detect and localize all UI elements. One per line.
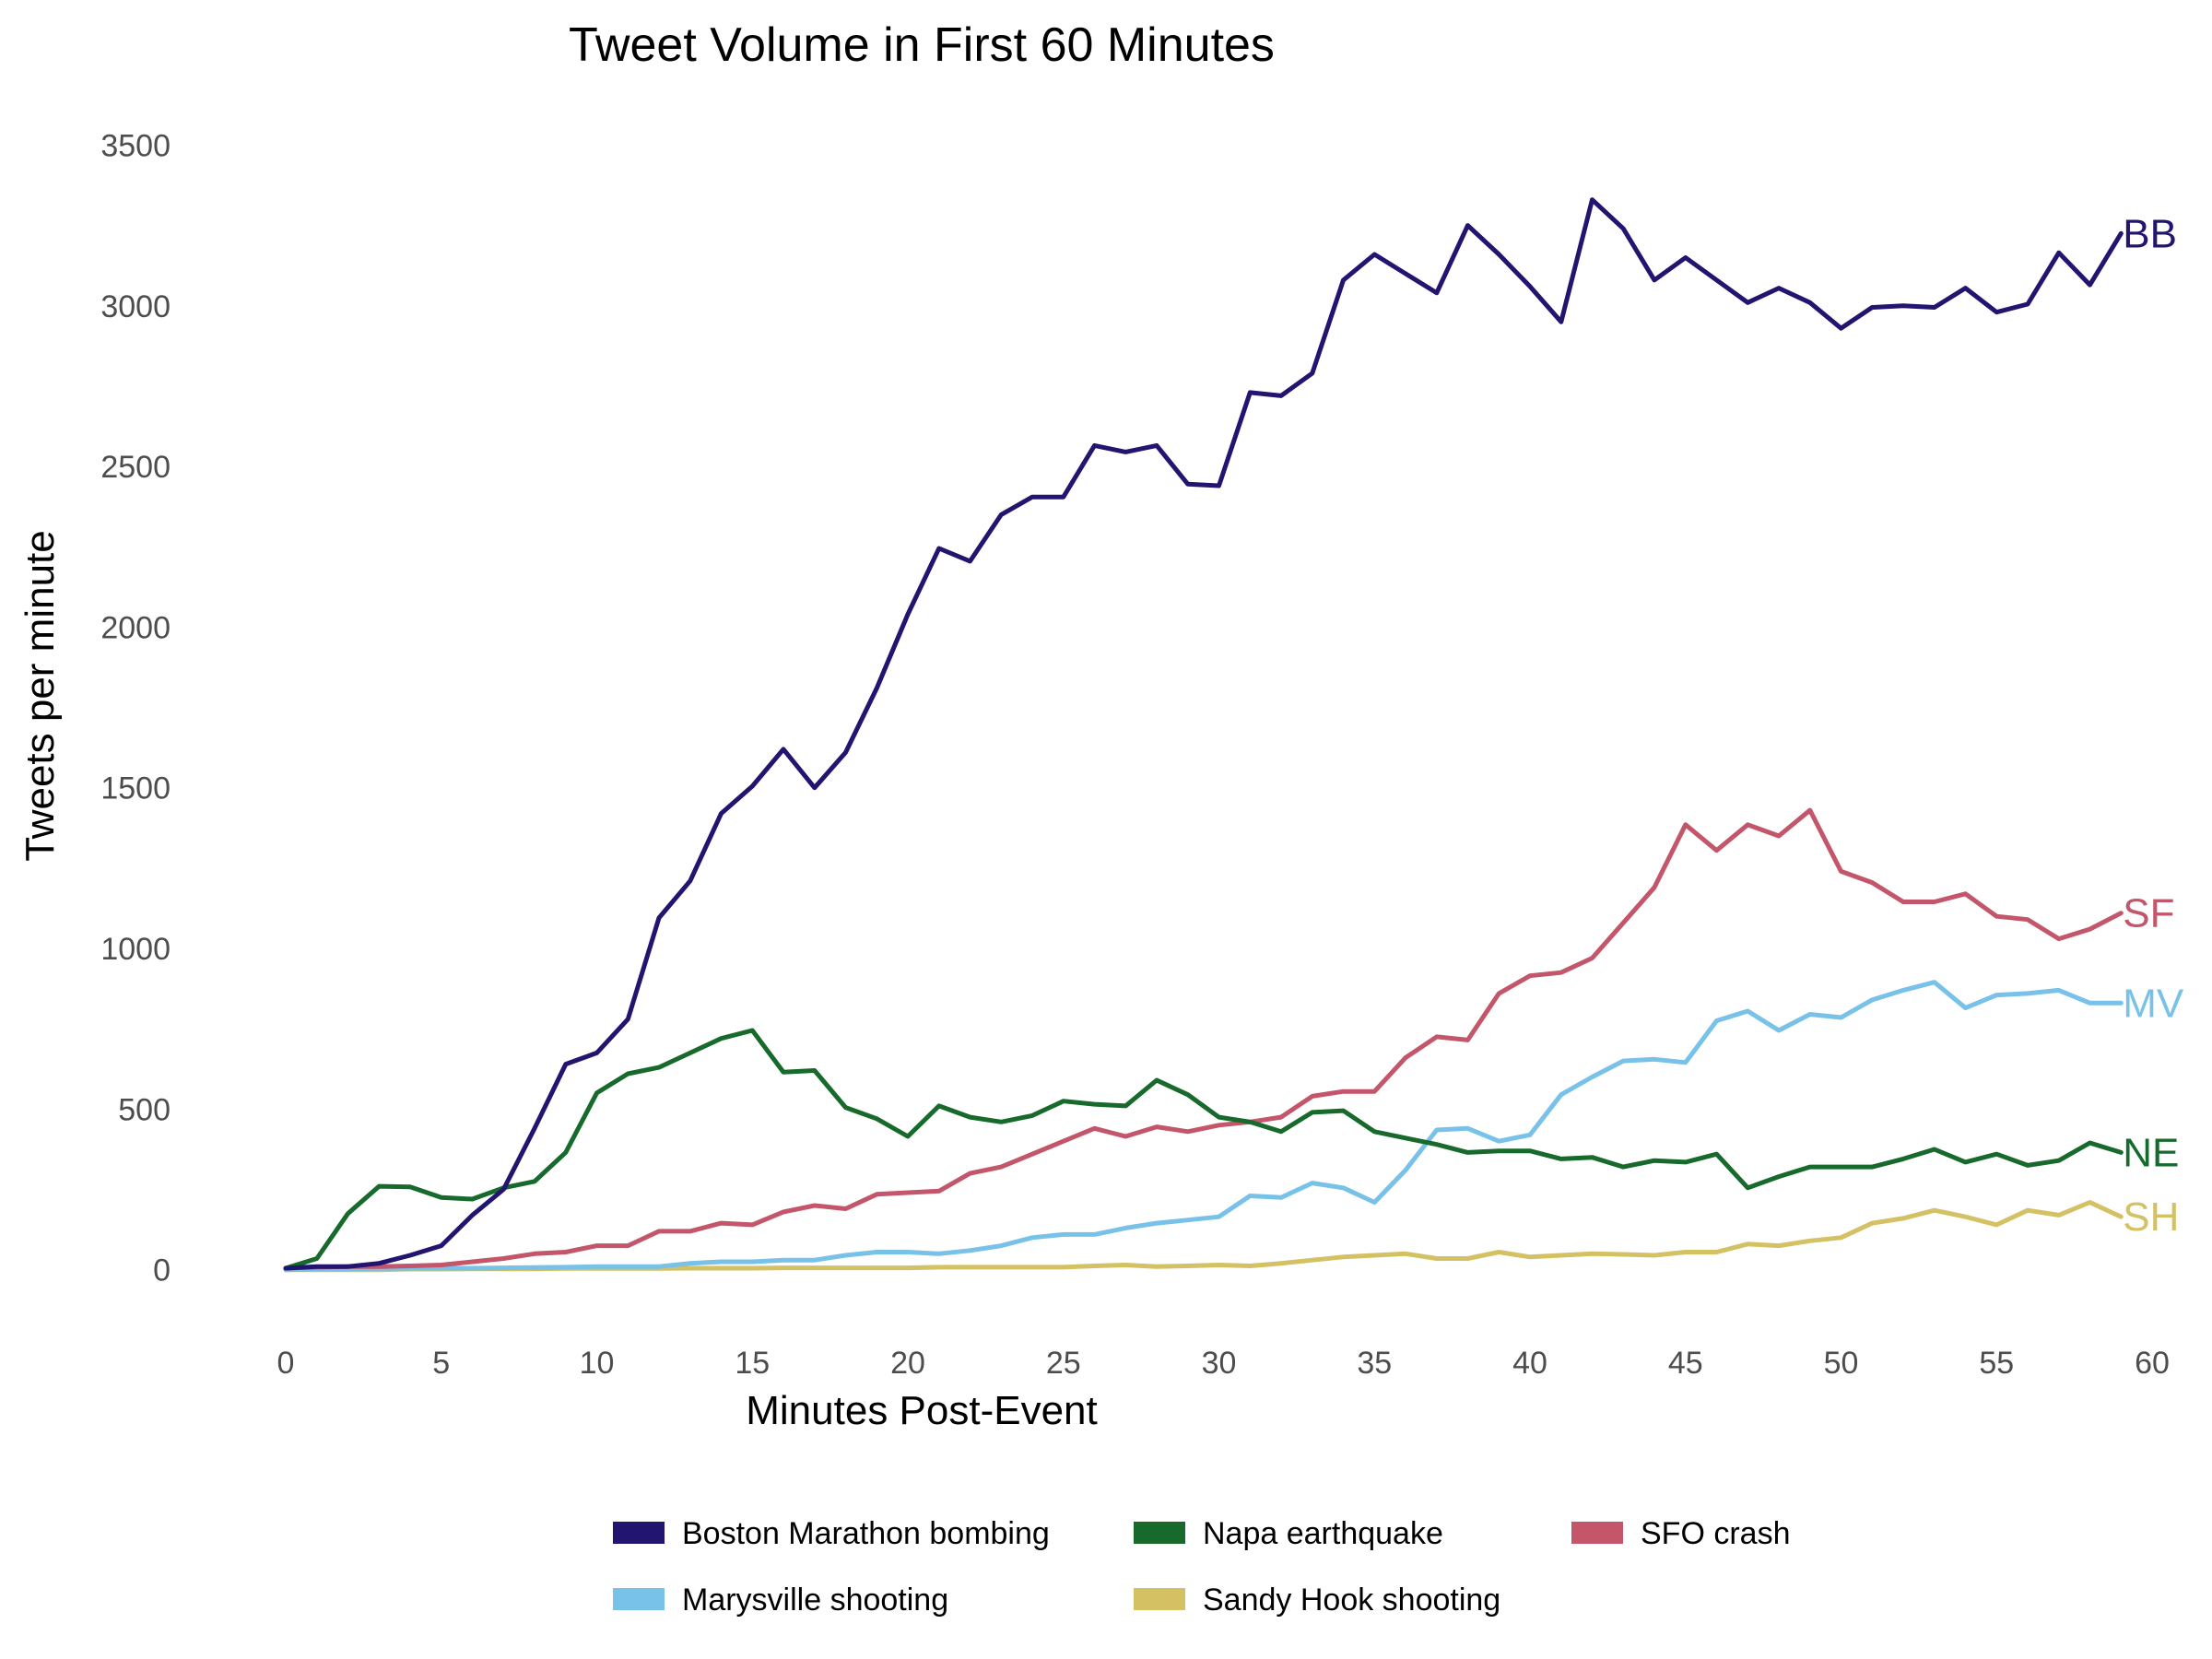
series-end-labels: BB NE SF MV SH [2123, 211, 2184, 1240]
y-tick-label: 3000 [100, 289, 171, 324]
legend-label: SFO crash [1641, 1516, 1790, 1551]
legend-item-sf: SFO crash [1571, 1516, 1790, 1551]
x-tick-label: 5 [432, 1346, 450, 1381]
x-tick-label: 20 [890, 1346, 925, 1381]
end-label-sf: SF [2123, 891, 2174, 936]
legend-label: Boston Marathon bombing [682, 1516, 1050, 1551]
legend-item-mv: Marysville shooting [613, 1583, 948, 1618]
end-label-sh: SH [2123, 1194, 2179, 1240]
x-tick-label: 25 [1046, 1346, 1081, 1381]
y-tick-label: 1000 [100, 932, 171, 967]
legend-swatch [613, 1522, 665, 1544]
x-axis: 0 5 10 15 20 25 30 35 40 45 50 55 60 [277, 1346, 2170, 1381]
legend-label: Napa earthquake [1203, 1516, 1443, 1551]
legend-label: Sandy Hook shooting [1203, 1583, 1500, 1618]
y-tick-label: 500 [118, 1092, 171, 1127]
y-tick-label: 3500 [100, 128, 171, 163]
y-axis-title: Tweets per minute [18, 530, 63, 862]
x-tick-label: 45 [1668, 1346, 1703, 1381]
x-tick-label: 55 [1979, 1346, 2014, 1381]
series-line-ne [283, 1028, 2124, 1271]
end-label-mv: MV [2123, 981, 2184, 1026]
x-tick-label: 60 [2135, 1346, 2170, 1381]
y-tick-label: 2500 [100, 450, 171, 485]
series-line-mv [283, 980, 2124, 1273]
legend-swatch [1134, 1522, 1185, 1544]
legend-label: Marysville shooting [682, 1583, 948, 1618]
series-line-sh [283, 1200, 2124, 1273]
legend: Boston Marathon bombing Napa earthquake SF… [613, 1516, 1790, 1618]
y-axis: 0 500 1000 1500 2000 2500 3000 3500 [100, 128, 171, 1288]
x-axis-title: Minutes Post-Event [746, 1388, 1098, 1433]
legend-item-sh: Sandy Hook shooting [1134, 1583, 1500, 1618]
legend-item-ne: Napa earthquake [1134, 1516, 1443, 1551]
legend-swatch [1134, 1588, 1185, 1610]
legend-swatch [1571, 1522, 1623, 1544]
x-tick-label: 10 [580, 1346, 615, 1381]
y-tick-label: 0 [153, 1253, 171, 1288]
x-tick-label: 0 [277, 1346, 295, 1381]
x-tick-label: 15 [735, 1346, 770, 1381]
y-tick-label: 1500 [100, 771, 171, 806]
series-layer [283, 197, 2124, 1273]
x-tick-label: 35 [1357, 1346, 1392, 1381]
chart-title: Tweet Volume in First 60 Minutes [569, 18, 1275, 72]
legend-swatch [613, 1588, 665, 1610]
legend-item-bb: Boston Marathon bombing [613, 1516, 1050, 1551]
series-line-bb [283, 197, 2124, 1271]
end-label-bb: BB [2123, 211, 2177, 256]
x-tick-label: 40 [1512, 1346, 1547, 1381]
x-tick-label: 30 [1202, 1346, 1237, 1381]
x-tick-label: 50 [1824, 1346, 1859, 1381]
y-tick-label: 2000 [100, 610, 171, 645]
series-line-sf [283, 807, 2124, 1271]
end-label-ne: NE [2123, 1130, 2179, 1175]
